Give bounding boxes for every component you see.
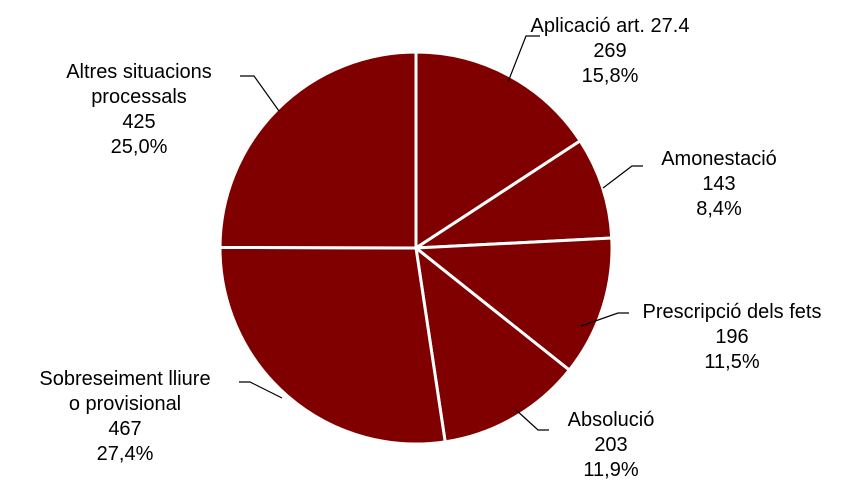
leader-line (239, 381, 283, 399)
slice-category-label: o provisional (69, 393, 181, 415)
slice-category-label: Altres situacions (66, 61, 212, 83)
slice-label: Amonestació 143 8,4% (661, 148, 777, 220)
pie-slices (218, 50, 614, 446)
slice-value-label: 196 (715, 326, 748, 348)
slice-value-label: 467 (108, 418, 141, 440)
slice-value-label: 269 (593, 40, 626, 62)
slice-percent-label: 8,4% (696, 198, 742, 220)
slice-percent-label: 27,4% (97, 443, 154, 465)
slice-value-label: 143 (702, 173, 735, 195)
slice-percent-label: 11,5% (704, 351, 759, 373)
slice-category-label: Amonestació (661, 148, 777, 170)
slice-percent-label: 15,8% (582, 65, 639, 87)
leader-line (507, 35, 540, 83)
slice-category-label: Sobreseiment lliure (39, 368, 210, 390)
slice-label: Prescripció dels fets 196 11,5% (643, 301, 822, 373)
slice-labels: Aplicació art. 27.4 269 15,8% Amonestació 14… (39, 15, 821, 481)
slice-category-label: Aplicació art. 27.4 (531, 15, 690, 37)
slice-percent-label: 25,0% (111, 136, 168, 158)
pie-slice (218, 245, 447, 446)
slice-category-label: processals (91, 86, 187, 108)
slice-label: Altres situacions processals 425 25,0% (66, 61, 212, 158)
leader-line (580, 312, 629, 327)
slice-category-label: Prescripció dels fets (643, 301, 822, 323)
leader-line (602, 165, 643, 189)
slice-percent-label: 11,9% (583, 459, 638, 481)
slice-category-label: Absolució (568, 409, 655, 431)
slice-value-label: 203 (594, 434, 627, 456)
slice-label: Absolució 203 11,9% (568, 409, 655, 481)
pie-slice (414, 139, 614, 250)
leader-line (240, 75, 280, 112)
pie-slice (414, 236, 614, 372)
pie-slice (414, 50, 582, 250)
slice-label: Sobreseiment lliure o provisional 467 27,4% (39, 368, 210, 465)
slice-label: Aplicació art. 27.4 269 15,8% (531, 15, 690, 87)
leader-line (514, 408, 549, 431)
leader-lines (239, 35, 643, 431)
pie-slice (218, 50, 418, 250)
pie-slice (414, 246, 571, 444)
slice-value-label: 425 (122, 111, 155, 133)
